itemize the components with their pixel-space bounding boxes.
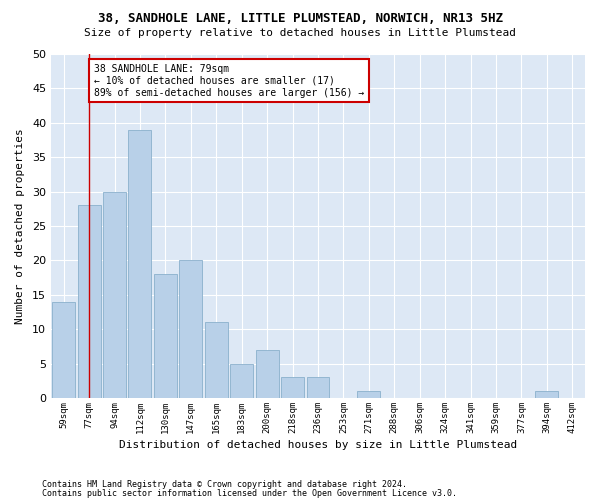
Bar [256, 350, 278, 398]
Text: 38, SANDHOLE LANE, LITTLE PLUMSTEAD, NORWICH, NR13 5HZ: 38, SANDHOLE LANE, LITTLE PLUMSTEAD, NOR… [97, 12, 503, 26]
Bar [281, 378, 304, 398]
Text: Contains public sector information licensed under the Open Government Licence v3: Contains public sector information licen… [42, 488, 457, 498]
Text: Contains HM Land Registry data © Crown copyright and database right 2024.: Contains HM Land Registry data © Crown c… [42, 480, 407, 489]
Bar [358, 391, 380, 398]
Bar [154, 274, 177, 398]
Bar [535, 391, 558, 398]
Y-axis label: Number of detached properties: Number of detached properties [15, 128, 25, 324]
Bar [230, 364, 253, 398]
Bar [128, 130, 151, 398]
Bar [52, 302, 75, 398]
Bar [77, 206, 101, 398]
Bar [179, 260, 202, 398]
Text: Size of property relative to detached houses in Little Plumstead: Size of property relative to detached ho… [84, 28, 516, 38]
X-axis label: Distribution of detached houses by size in Little Plumstead: Distribution of detached houses by size … [119, 440, 517, 450]
Bar [103, 192, 126, 398]
Bar [307, 378, 329, 398]
Text: 38 SANDHOLE LANE: 79sqm
← 10% of detached houses are smaller (17)
89% of semi-de: 38 SANDHOLE LANE: 79sqm ← 10% of detache… [94, 64, 364, 98]
Bar [205, 322, 227, 398]
